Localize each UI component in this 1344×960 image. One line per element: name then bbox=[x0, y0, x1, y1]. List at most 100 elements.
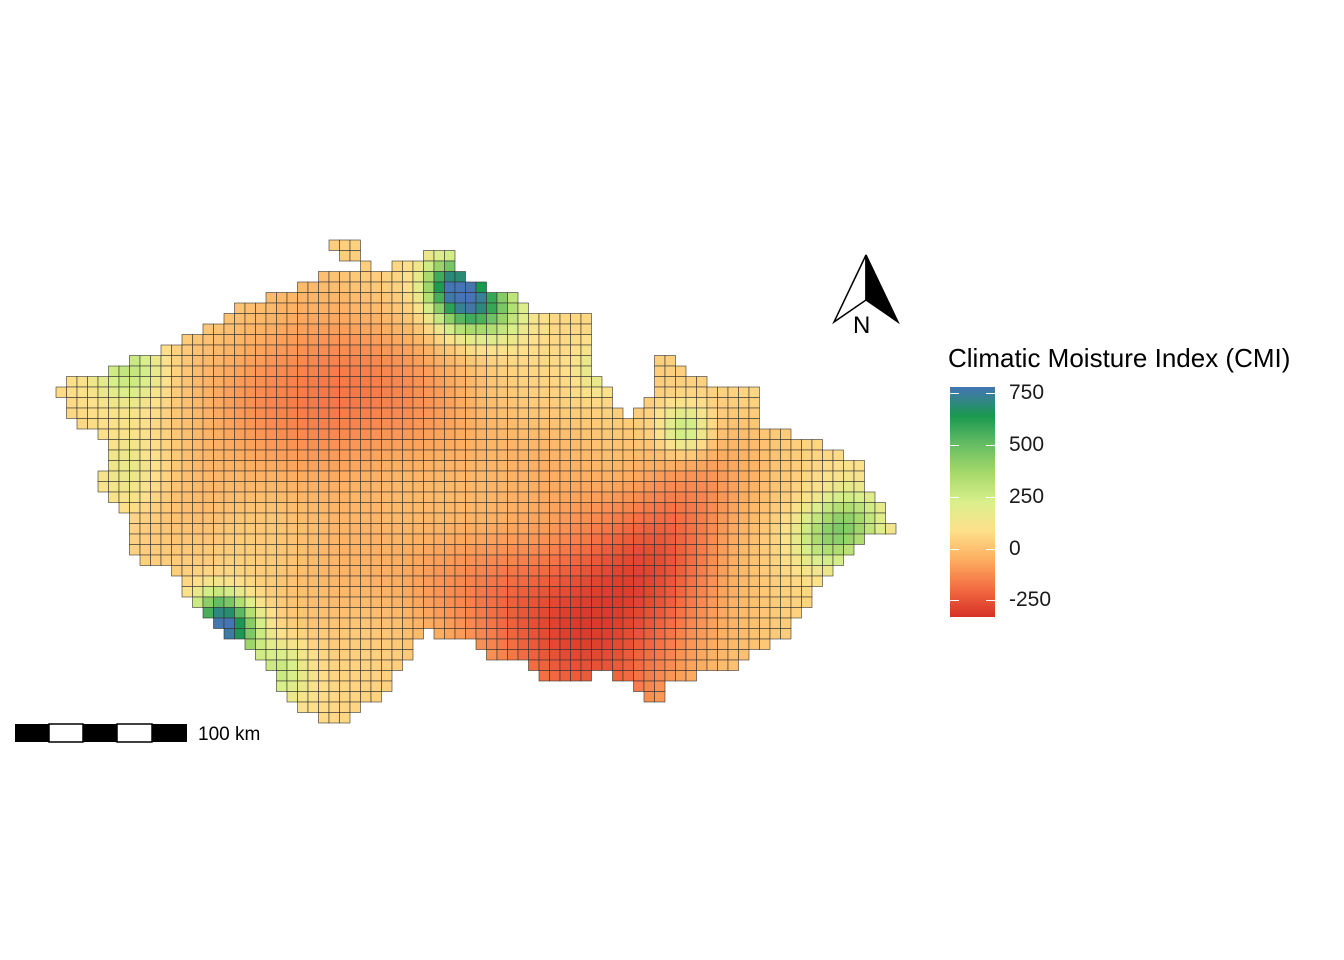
grid-cell bbox=[139, 554, 151, 566]
grid-cell bbox=[412, 281, 424, 293]
grid-cell bbox=[528, 344, 540, 356]
grid-cell bbox=[559, 596, 571, 608]
grid-cell bbox=[664, 386, 676, 398]
grid-cell bbox=[675, 523, 687, 535]
grid-cell bbox=[570, 397, 582, 409]
grid-cell bbox=[570, 628, 582, 640]
grid-cell bbox=[696, 502, 708, 514]
grid-cell bbox=[213, 523, 225, 535]
grid-cell bbox=[517, 628, 529, 640]
grid-cell bbox=[307, 334, 319, 346]
grid-cell bbox=[360, 302, 372, 314]
grid-cell bbox=[192, 376, 204, 388]
grid-cell bbox=[297, 554, 309, 566]
grid-cell bbox=[507, 302, 519, 314]
grid-cell bbox=[370, 628, 382, 640]
grid-cell bbox=[307, 649, 319, 661]
grid-cell bbox=[475, 302, 487, 314]
grid-cell bbox=[538, 460, 550, 472]
scale-bar-segment bbox=[152, 724, 187, 742]
grid-cell bbox=[675, 659, 687, 671]
grid-cell bbox=[811, 512, 823, 524]
grid-cell bbox=[213, 596, 225, 608]
grid-cell bbox=[843, 491, 855, 503]
grid-cell bbox=[685, 418, 697, 430]
grid-cell bbox=[97, 386, 109, 398]
grid-cell bbox=[538, 659, 550, 671]
grid-cell bbox=[675, 638, 687, 650]
grid-cell bbox=[612, 512, 624, 524]
grid-cell bbox=[402, 365, 414, 377]
grid-cell bbox=[727, 428, 739, 440]
grid-cell bbox=[139, 397, 151, 409]
grid-cell bbox=[801, 439, 813, 451]
grid-cell bbox=[412, 313, 424, 325]
grid-cell bbox=[423, 481, 435, 493]
grid-cell bbox=[423, 449, 435, 461]
grid-cell bbox=[192, 334, 204, 346]
grid-cell bbox=[276, 334, 288, 346]
grid-cell bbox=[601, 386, 613, 398]
grid-cell bbox=[780, 586, 792, 598]
grid-cell bbox=[244, 491, 256, 503]
legend-tick-mark bbox=[986, 496, 995, 498]
grid-cell bbox=[202, 596, 214, 608]
grid-cell bbox=[150, 554, 162, 566]
grid-cell bbox=[717, 523, 729, 535]
grid-cell bbox=[675, 428, 687, 440]
grid-cell bbox=[349, 502, 361, 514]
grid-cell bbox=[874, 502, 886, 514]
grid-cell bbox=[706, 428, 718, 440]
grid-cell bbox=[549, 365, 561, 377]
grid-cell bbox=[318, 617, 330, 629]
grid-cell bbox=[832, 554, 844, 566]
grid-cell bbox=[769, 523, 781, 535]
grid-cell bbox=[234, 607, 246, 619]
grid-cell bbox=[265, 334, 277, 346]
grid-cell bbox=[433, 512, 445, 524]
grid-cell bbox=[601, 481, 613, 493]
grid-cell bbox=[433, 344, 445, 356]
grid-cell bbox=[129, 491, 141, 503]
grid-cell bbox=[601, 449, 613, 461]
grid-cell bbox=[181, 512, 193, 524]
grid-cell bbox=[559, 491, 571, 503]
grid-cell bbox=[297, 397, 309, 409]
grid-cell bbox=[234, 617, 246, 629]
grid-cell bbox=[769, 565, 781, 577]
grid-cell bbox=[265, 439, 277, 451]
grid-cell bbox=[643, 691, 655, 703]
grid-cell bbox=[538, 439, 550, 451]
grid-cell bbox=[475, 544, 487, 556]
grid-cell bbox=[454, 313, 466, 325]
grid-cell bbox=[864, 523, 876, 535]
grid-cell bbox=[654, 607, 666, 619]
grid-cell bbox=[591, 439, 603, 451]
grid-cell bbox=[150, 470, 162, 482]
grid-cell bbox=[643, 628, 655, 640]
grid-cell bbox=[580, 365, 592, 377]
grid-cell bbox=[538, 481, 550, 493]
grid-cell bbox=[538, 575, 550, 587]
grid-cell bbox=[129, 365, 141, 377]
grid-cell bbox=[433, 281, 445, 293]
grid-cell bbox=[685, 586, 697, 598]
grid-cell bbox=[507, 418, 519, 430]
grid-cell bbox=[517, 407, 529, 419]
grid-cell bbox=[349, 617, 361, 629]
grid-cell bbox=[360, 281, 372, 293]
grid-cell bbox=[538, 512, 550, 524]
grid-cell bbox=[381, 334, 393, 346]
grid-cell bbox=[675, 418, 687, 430]
grid-cell bbox=[475, 586, 487, 598]
grid-cell bbox=[318, 418, 330, 430]
grid-cell bbox=[633, 638, 645, 650]
grid-cell bbox=[381, 575, 393, 587]
grid-cell bbox=[265, 397, 277, 409]
grid-cell bbox=[738, 554, 750, 566]
grid-cell bbox=[286, 607, 298, 619]
grid-cell bbox=[286, 649, 298, 661]
grid-cell bbox=[244, 586, 256, 598]
grid-cell bbox=[339, 460, 351, 472]
grid-cell bbox=[307, 512, 319, 524]
